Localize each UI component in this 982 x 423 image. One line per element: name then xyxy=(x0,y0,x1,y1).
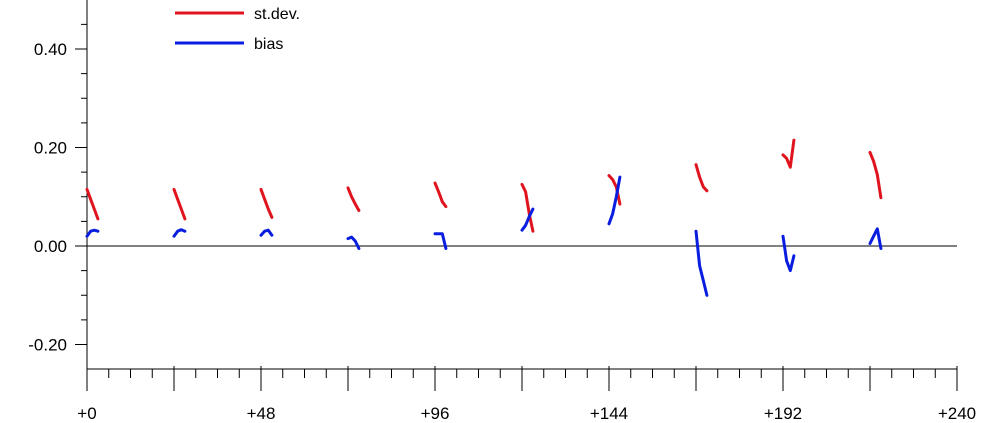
series-line-stdev xyxy=(259,187,274,219)
legend-label: bias xyxy=(254,36,283,53)
axes: -0.20 0.00 0.20 0.40 +0 +48 +96 +144 +192 +240 xyxy=(28,0,976,423)
y-tick-label: 0.00 xyxy=(34,237,67,256)
legend: st.dev. bias xyxy=(175,6,300,53)
series-line-bias xyxy=(433,232,448,250)
series-line-bias xyxy=(868,227,883,250)
series-line-stdev xyxy=(433,181,448,209)
series-line-stdev xyxy=(85,187,100,221)
series-line-bias xyxy=(85,228,100,238)
y-tick-label: 0.20 xyxy=(34,139,67,158)
x-tick-label: +48 xyxy=(247,404,276,423)
x-tick-label: +96 xyxy=(421,404,450,423)
series-line-bias xyxy=(607,175,622,226)
series-line-stdev xyxy=(520,182,535,233)
series-line-bias xyxy=(520,207,535,232)
series-line-stdev xyxy=(346,186,361,212)
series-line-bias xyxy=(259,228,274,237)
y-tick-label: 0.40 xyxy=(34,40,67,59)
series-line-bias xyxy=(694,229,709,297)
x-tick-label: +240 xyxy=(938,404,976,423)
series-line-bias xyxy=(346,235,361,250)
plot-lines xyxy=(85,138,883,297)
series-line-stdev xyxy=(172,187,187,221)
x-tick-label: +0 xyxy=(77,404,96,423)
series-line-stdev xyxy=(868,150,883,200)
series-line-bias xyxy=(781,234,796,273)
series-line-stdev xyxy=(694,163,709,193)
x-tick-label: +192 xyxy=(764,404,802,423)
x-tick-label: +144 xyxy=(590,404,628,423)
series-line-bias xyxy=(172,228,187,238)
legend-label: st.dev. xyxy=(254,6,300,23)
y-tick-label: -0.20 xyxy=(28,336,67,355)
series-line-stdev xyxy=(781,138,796,169)
series-line-stdev xyxy=(607,174,622,206)
